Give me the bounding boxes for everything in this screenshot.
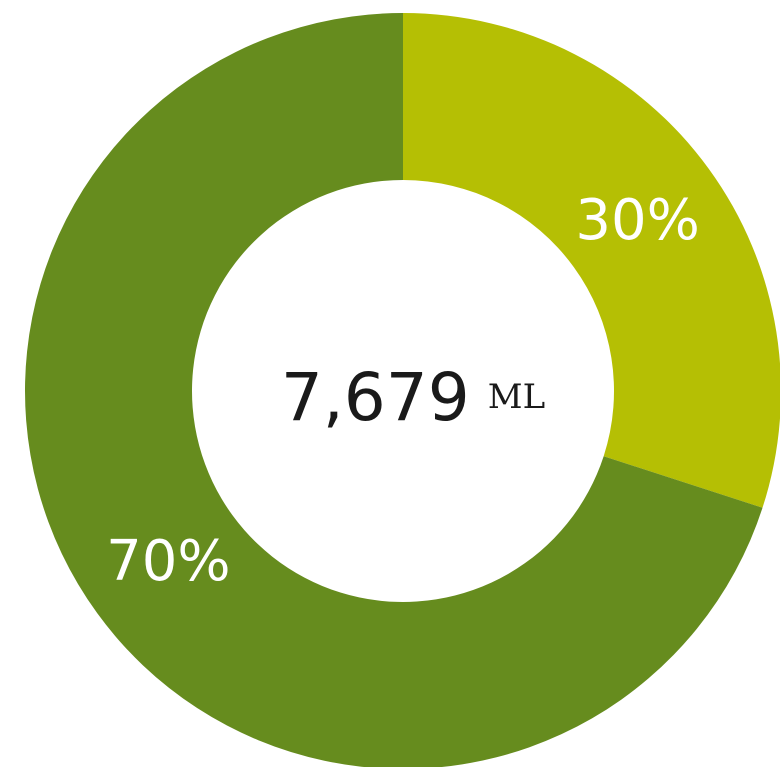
slice-labels: 30% 70% [106, 188, 700, 594]
slice-label-30: 30% [575, 188, 699, 253]
donut-slices [25, 13, 780, 767]
center-total: 7,679 ML [281, 359, 545, 436]
donut-slice-70 [25, 13, 763, 767]
center-total-value: 7,679 [281, 359, 470, 436]
center-total-unit: ML [488, 377, 545, 417]
donut-slice-30 [403, 13, 780, 508]
slice-label-70: 70% [106, 529, 230, 594]
